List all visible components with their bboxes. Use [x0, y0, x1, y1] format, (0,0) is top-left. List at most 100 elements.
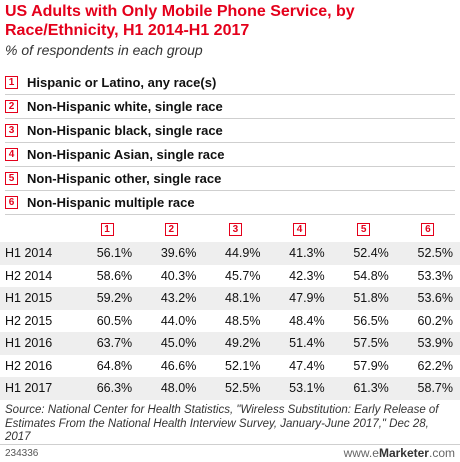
data-cell: 56.1%	[75, 242, 140, 265]
data-cell: 40.3%	[160, 268, 197, 283]
data-cell: 52.5%	[203, 377, 268, 400]
data-cell: 47.4%	[289, 358, 325, 373]
legend-label: Hispanic or Latino, any race(s)	[27, 75, 217, 90]
column-number-badge: 6	[421, 223, 435, 236]
data-cell: 61.3%	[331, 377, 396, 400]
data-cell: 58.6%	[96, 268, 133, 283]
row-label: H1 2016	[0, 332, 75, 355]
header-corner	[0, 215, 75, 242]
table-row: H1 2014 56.1% 39.6% 44.9% 41.3% 52.4% 52.5%	[0, 242, 460, 265]
footer: 234336 www.eMarketer.com	[0, 444, 460, 462]
data-cell: 52.5%	[395, 242, 460, 265]
data-cell: 48.4%	[289, 313, 325, 328]
legend-item: 3 Non-Hispanic black, single race	[5, 119, 455, 143]
table-body: H1 2014 56.1% 39.6% 44.9% 41.3% 52.4% 52.5% H2 …	[0, 242, 460, 400]
data-cell: 41.3%	[267, 242, 332, 265]
data-cell: 64.8%	[96, 358, 133, 373]
column-header: 4	[267, 215, 331, 242]
legend-item: 1 Hispanic or Latino, any race(s)	[5, 71, 455, 95]
legend-number-badge: 3	[5, 124, 18, 137]
row-label: H2 2014	[5, 268, 53, 283]
brand-suffix: .com	[428, 446, 455, 460]
data-cell: 63.7%	[75, 332, 140, 355]
legend-item: 2 Non-Hispanic white, single race	[5, 95, 455, 119]
data-cell: 53.3%	[417, 268, 453, 283]
column-header: 1	[75, 215, 139, 242]
table-header-row: 1 2 3 4 5 6	[0, 215, 460, 242]
row-label: H1 2014	[0, 242, 75, 265]
legend-label: Non-Hispanic white, single race	[27, 99, 223, 114]
data-cell: 66.3%	[75, 377, 140, 400]
data-cell: 48.1%	[203, 287, 268, 310]
data-cell: 44.9%	[203, 242, 268, 265]
column-number-badge: 2	[164, 223, 178, 236]
data-cell: 58.7%	[395, 377, 460, 400]
data-cell: 48.0%	[139, 377, 204, 400]
legend-label: Non-Hispanic multiple race	[27, 195, 195, 210]
data-cell: 53.1%	[267, 377, 332, 400]
column-number-badge: 4	[293, 223, 307, 236]
brand-e: e	[372, 446, 379, 460]
row-label: H2 2015	[5, 313, 53, 328]
column-header: 3	[203, 215, 267, 242]
table-row: H2 2016 64.8% 46.6% 52.1% 47.4% 57.9% 62.2%	[0, 355, 460, 378]
data-cell: 54.8%	[353, 268, 389, 283]
brand-prefix: www.	[343, 446, 373, 460]
data-cell: 39.6%	[139, 242, 204, 265]
data-cell: 43.2%	[139, 287, 204, 310]
data-cell: 53.6%	[395, 287, 460, 310]
legend-number-badge: 6	[5, 196, 18, 209]
legend: 1 Hispanic or Latino, any race(s) 2 Non-His…	[5, 71, 455, 215]
data-cell: 62.2%	[417, 358, 453, 373]
row-label: H2 2016	[5, 358, 53, 373]
legend-item: 5 Non-Hispanic other, single race	[5, 167, 455, 191]
column-header: 6	[396, 215, 460, 242]
chart-title: US Adults with Only Mobile Phone Service…	[5, 3, 355, 39]
brand-logo: www.eMarketer.com	[344, 446, 455, 460]
table-row: H2 2014 58.6% 40.3% 45.7% 42.3% 54.8% 53.3%	[0, 265, 460, 288]
table-row: H1 2017 66.3% 48.0% 52.5% 53.1% 61.3% 58.7%	[0, 377, 460, 400]
column-header: 2	[139, 215, 203, 242]
legend-label: Non-Hispanic other, single race	[27, 171, 222, 186]
data-cell: 51.4%	[267, 332, 332, 355]
brand-name: Marketer	[378, 446, 429, 460]
legend-item: 4 Non-Hispanic Asian, single race	[5, 143, 455, 167]
data-cell: 49.2%	[203, 332, 268, 355]
table-row: H1 2015 59.2% 43.2% 48.1% 47.9% 51.8% 53.6%	[0, 287, 460, 310]
data-cell: 48.5%	[225, 313, 261, 328]
chart-subtitle: % of respondents in each group	[5, 42, 203, 58]
data-cell: 53.9%	[395, 332, 460, 355]
data-cell: 57.9%	[353, 358, 389, 373]
data-cell: 51.8%	[331, 287, 396, 310]
data-cell: 52.1%	[225, 358, 261, 373]
legend-label: Non-Hispanic Asian, single race	[27, 147, 225, 162]
data-cell: 56.5%	[353, 313, 389, 328]
legend-number-badge: 5	[5, 172, 18, 185]
legend-number-badge: 1	[5, 76, 18, 89]
row-label: H1 2017	[0, 377, 75, 400]
column-header: 5	[332, 215, 396, 242]
table-row: H2 2015 60.5% 44.0% 48.5% 48.4% 56.5% 60.2%	[0, 310, 460, 333]
data-cell: 60.5%	[96, 313, 133, 328]
data-cell: 42.3%	[289, 268, 325, 283]
table-row: H1 2016 63.7% 45.0% 49.2% 51.4% 57.5% 53.9%	[0, 332, 460, 355]
data-cell: 45.7%	[225, 268, 261, 283]
data-cell: 46.6%	[160, 358, 197, 373]
column-number-badge: 1	[100, 223, 114, 236]
legend-item: 6 Non-Hispanic multiple race	[5, 191, 455, 215]
data-cell: 52.4%	[331, 242, 396, 265]
data-cell: 57.5%	[331, 332, 396, 355]
data-cell: 45.0%	[139, 332, 204, 355]
chart-id: 234336	[5, 448, 39, 459]
data-cell: 47.9%	[267, 287, 332, 310]
row-label: H1 2015	[0, 287, 75, 310]
legend-number-badge: 4	[5, 148, 18, 161]
column-number-badge: 3	[228, 223, 242, 236]
source-note: Source: National Center for Health Stati…	[5, 404, 439, 443]
legend-number-badge: 2	[5, 100, 18, 113]
data-cell: 60.2%	[417, 313, 453, 328]
column-number-badge: 5	[357, 223, 371, 236]
data-cell: 59.2%	[75, 287, 140, 310]
legend-label: Non-Hispanic black, single race	[27, 123, 223, 138]
